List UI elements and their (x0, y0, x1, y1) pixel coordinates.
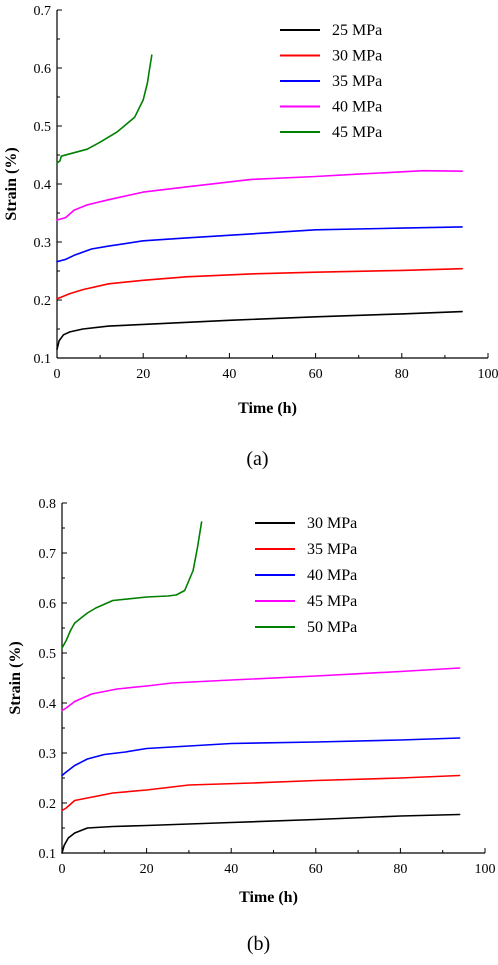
y-axis-title: Strain (%) (7, 641, 24, 714)
y-tick-label: 0.5 (39, 647, 57, 662)
x-tick-label: 20 (136, 367, 150, 382)
x-tick-label: 40 (222, 367, 236, 382)
y-tick-label: 0.7 (39, 547, 57, 562)
y-tick-label: 0.4 (39, 697, 57, 712)
x-tick-label: 80 (393, 862, 407, 877)
y-tick-label: 0.8 (39, 497, 57, 512)
series-line-30-mpa (56, 267, 463, 300)
legend-label: 45 MPa (332, 124, 382, 141)
y-axis-title: Strain (%) (3, 147, 20, 220)
y-tick-label: 0.6 (34, 62, 52, 77)
series-line-50-mpa (61, 521, 203, 649)
legend-label: 40 MPa (332, 99, 382, 116)
series-line-35-mpa (56, 226, 463, 263)
y-tick-label: 0.3 (34, 236, 52, 251)
y-tick-label: 0.6 (39, 597, 57, 612)
legend-label: 35 MPa (307, 541, 357, 558)
panel-label: (b) (247, 933, 270, 955)
x-tick-label: 20 (140, 862, 154, 877)
series-line-45-mpa (56, 54, 153, 164)
panel-label: (a) (246, 448, 268, 470)
x-tick-label: 40 (224, 862, 238, 877)
legend-label: 50 MPa (307, 619, 357, 636)
series-line-45-mpa (61, 667, 461, 712)
y-tick-label: 0.2 (39, 797, 57, 812)
y-tick-label: 0.4 (34, 178, 52, 193)
x-tick-label: 60 (309, 862, 323, 877)
legend-label: 40 MPa (307, 567, 357, 584)
series-line-35-mpa (61, 774, 461, 812)
x-tick-label: 0 (59, 862, 66, 877)
x-tick-label: 100 (478, 367, 498, 382)
series-line-30-mpa (61, 813, 461, 854)
chart-panel-a: 0 20 40 60 80 100 0.1 0.2 0.3 0.4 0.5 0.6 0.7 Time (h… (3, 4, 498, 470)
series-line-40-mpa (61, 737, 461, 777)
legend-label: 45 MPa (307, 593, 357, 610)
y-tick-label: 0.7 (34, 4, 52, 19)
x-tick-label: 100 (475, 862, 496, 877)
series-line-40-mpa (56, 169, 463, 221)
y-tick-label: 0.1 (34, 352, 52, 367)
x-axis-title: Time (h) (238, 400, 297, 417)
legend-label: 25 MPa (332, 22, 382, 39)
y-tick-label: 0.3 (39, 747, 57, 762)
x-tick-label: 0 (54, 367, 61, 382)
legend-label: 30 MPa (332, 48, 382, 65)
legend-label: 35 MPa (332, 73, 382, 90)
x-tick-label: 80 (395, 367, 409, 382)
chart-panel-b: 0 20 40 60 80 100 0.1 0.2 0.3 0.4 0.5 0.6 0.7 0.8 Time… (7, 497, 496, 955)
y-tick-label: 0.2 (34, 294, 52, 309)
y-tick-label: 0.5 (34, 120, 52, 135)
y-tick-label: 0.1 (39, 847, 57, 862)
legend-label: 30 MPa (307, 515, 357, 532)
x-tick-label: 60 (309, 367, 323, 382)
x-axis-title: Time (h) (239, 889, 298, 906)
series-line-25-mpa (56, 310, 463, 351)
